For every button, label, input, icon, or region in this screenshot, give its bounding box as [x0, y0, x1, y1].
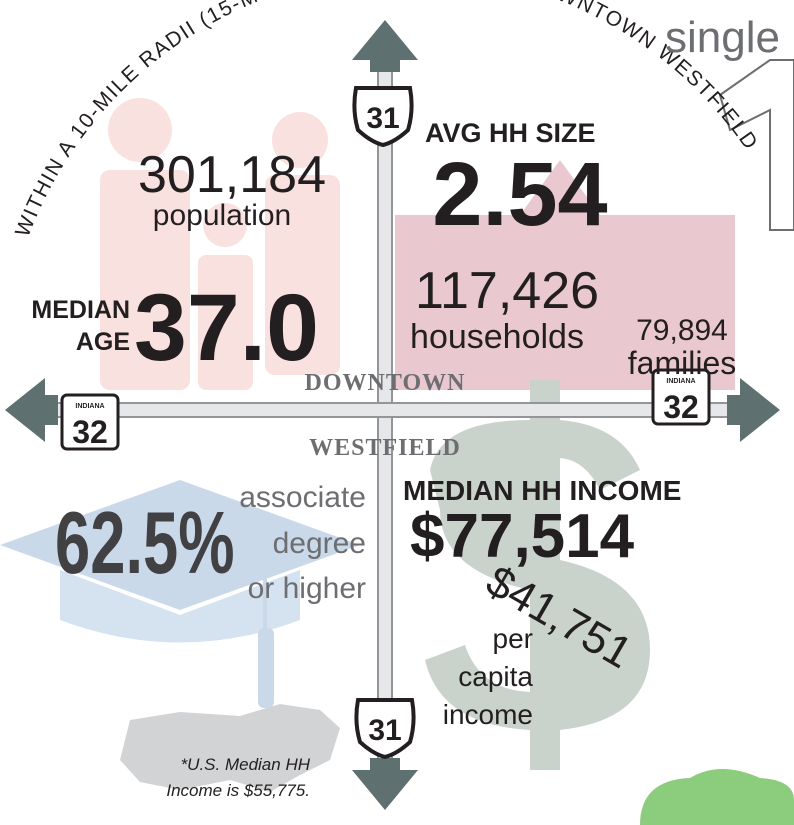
green-blob: [640, 769, 794, 825]
shield-number: 32: [72, 414, 108, 450]
shield-state: INDIANA: [666, 378, 695, 385]
graduation-cap: [0, 480, 360, 708]
avg-hh-size-label: AVG HH SIZE: [425, 118, 596, 148]
median-age-value: 37.0: [134, 275, 319, 381]
shield-state: INDIANA: [75, 403, 104, 410]
households-value: 117,426: [415, 262, 599, 320]
in-32-shield-west: INDIANA 32: [60, 393, 120, 451]
families-label: families: [628, 345, 736, 381]
population-label: population: [153, 199, 291, 232]
per-capita-label: income: [443, 699, 533, 730]
avg-hh-size-value: 2.54: [432, 145, 607, 245]
footnote: Income is $55,775.: [166, 781, 310, 800]
shield-number: 32: [663, 389, 699, 425]
shield-number: 31: [366, 102, 399, 135]
people-silhouette: [100, 98, 340, 390]
education-value: 62.5%: [55, 495, 235, 593]
house-silhouette: [395, 160, 735, 390]
dollar-silhouette: [425, 380, 650, 770]
households-label: households: [410, 318, 584, 356]
corner-word: single: [665, 13, 780, 62]
us-31-shield-south: 31: [354, 698, 416, 760]
us-31-shield-north: 31: [352, 86, 414, 148]
center-label: DOWNTOWN: [305, 370, 466, 396]
in-32-shield-east: INDIANA 32: [651, 368, 711, 426]
shield-number: 31: [368, 714, 401, 747]
per-capita-label: per: [493, 623, 533, 654]
education-label: associate: [239, 481, 366, 514]
education-label: degree: [273, 527, 366, 560]
center-label: WESTFIELD: [309, 435, 461, 461]
median-hh-income-label: MEDIAN HH INCOME: [403, 475, 681, 506]
footnote: *U.S. Median HH: [181, 755, 311, 774]
education-label: or higher: [248, 572, 366, 605]
per-capita-label: capita: [458, 661, 533, 692]
families-value: 79,894: [636, 314, 728, 347]
median-age-label: MEDIAN: [31, 296, 130, 324]
big-one-outline: [718, 59, 794, 231]
median-age-label: AGE: [76, 328, 130, 356]
road-horizontal: [5, 378, 780, 442]
median-hh-income-value: $77,514: [410, 502, 635, 571]
us-map: [120, 704, 340, 792]
population-value: 301,184: [138, 146, 326, 204]
